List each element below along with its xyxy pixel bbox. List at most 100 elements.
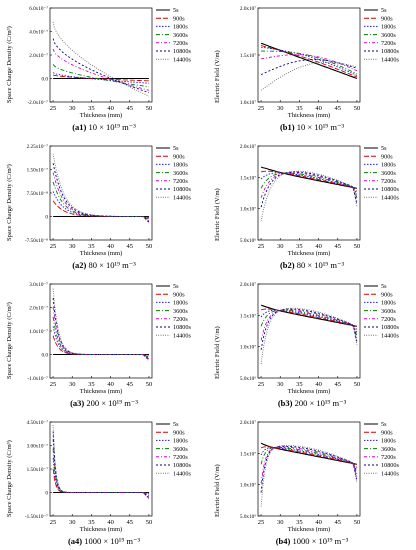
- panel-caption-id: (a3): [70, 398, 85, 408]
- plot-frame: [49, 283, 153, 379]
- y-tick-label: 2.0x10⁻⁷: [29, 306, 48, 312]
- legend-label: 14400s: [173, 470, 191, 477]
- y-tick-label: 2.0x10⁷: [240, 420, 256, 426]
- legend-label: 1800s: [381, 24, 396, 31]
- y-tick-label: 5.0x10⁶: [240, 514, 256, 520]
- x-tick-label: 30: [69, 105, 76, 112]
- legend-label: 7200s: [381, 40, 396, 47]
- y-tick-label: 2.0x10⁷: [240, 144, 256, 150]
- series-line-10800s: [260, 308, 358, 350]
- x-tick-label: 40: [315, 243, 322, 250]
- x-tick-label: 45: [127, 381, 134, 388]
- series-line-1800s: [52, 72, 149, 84]
- series-line-7200s: [52, 172, 150, 222]
- x-tick-label: 45: [335, 105, 342, 112]
- x-tick-label: 35: [296, 519, 303, 526]
- x-axis-label: Thickness (mm): [287, 388, 331, 395]
- y-tick-label: 1.0x10⁷: [240, 483, 256, 489]
- x-tick-label: 25: [50, 105, 57, 112]
- legend-label: 1800s: [173, 438, 188, 445]
- panel-caption-text: 10 × 10¹⁹ m⁻³: [294, 122, 345, 132]
- series-line-1800s: [261, 46, 358, 76]
- x-tick-label: 25: [258, 381, 265, 388]
- legend-label: 10800s: [381, 462, 399, 469]
- series-line-1800s: [52, 191, 150, 220]
- y-tick-label: 1.50x10⁻⁷: [27, 467, 49, 473]
- y-tick-label: 0.0: [42, 353, 49, 359]
- legend-label: 10800s: [173, 48, 191, 55]
- legend-label: 900s: [173, 291, 185, 298]
- y-tick-label: 1.5x10⁷: [240, 451, 256, 457]
- series-line-14400s: [52, 153, 150, 224]
- x-tick-label: 40: [107, 381, 114, 388]
- series-line-3600s: [52, 316, 150, 359]
- series-line-3600s: [52, 64, 149, 88]
- x-tick-label: 35: [88, 381, 95, 388]
- series-line-14400s: [260, 307, 358, 364]
- y-tick-label: 1.5x10⁷: [240, 175, 256, 181]
- panel-a1: 25 30 35 40 45 50 -2.0x10⁻⁷ 0.0 2.0x10⁻⁷ 4.0x10⁻⁷…: [0, 0, 208, 136]
- panel-caption: (b2) 80 × 10¹⁹ m⁻³: [208, 260, 416, 271]
- series-line-7200s: [52, 48, 150, 91]
- x-tick-label: 30: [69, 243, 76, 250]
- series-line-14400s: [260, 170, 358, 222]
- panel-caption: (b4) 1000 × 10¹⁹ m⁻³: [208, 536, 416, 547]
- x-tick-label: 45: [335, 519, 342, 526]
- x-tick-label: 40: [315, 519, 322, 526]
- y-tick-label: 1.5x10⁷: [240, 53, 256, 59]
- x-tick-label: 50: [354, 519, 361, 526]
- panel-caption: (a4) 1000 × 10¹⁹ m⁻³: [0, 536, 208, 547]
- series-line-5s: [260, 442, 358, 465]
- y-tick-label: 4.50x10⁻⁷: [27, 420, 49, 426]
- plot-frame: [257, 283, 361, 379]
- series-line-3600s: [52, 448, 150, 497]
- series-line-3600s: [261, 50, 358, 75]
- x-tick-label: 25: [258, 105, 265, 112]
- x-tick-label: 40: [315, 105, 322, 112]
- x-tick-label: 35: [88, 243, 95, 250]
- legend-label: 900s: [381, 15, 393, 22]
- legend-label: 7200s: [173, 316, 188, 323]
- x-axis-label: Thickness (mm): [79, 526, 123, 533]
- x-tick-label: 35: [296, 381, 303, 388]
- chart-b4: 25 30 35 40 45 50 5.0x10⁶ 1.0x10⁷ 1.5x10⁷ 2.0x10⁷…: [240, 420, 400, 526]
- y-tick-label: 1.0x10⁷: [240, 345, 256, 351]
- panel-caption-text: 1000 × 10¹⁹ m⁻³: [290, 536, 349, 546]
- series-line-7200s: [52, 307, 150, 360]
- series-line-10800s: [52, 431, 150, 499]
- x-tick-label: 45: [335, 381, 342, 388]
- y-tick-label: 1.50x10⁻⁷: [27, 168, 49, 174]
- x-tick-label: 30: [277, 243, 284, 250]
- series-line-1800s: [52, 457, 150, 496]
- series-line-10800s: [260, 445, 358, 493]
- panel-caption-text: 200 × 10¹⁹ m⁻³: [84, 398, 138, 408]
- panel-caption: (b3) 200 × 10¹⁹ m⁻³: [208, 398, 416, 409]
- y-tick-label: 4.0x10⁻⁷: [29, 30, 48, 36]
- panel-caption: (a2) 80 × 10¹⁹ m⁻³: [0, 260, 208, 271]
- x-axis-label: Thickness (mm): [287, 526, 331, 533]
- series-line-10800s: [52, 163, 150, 223]
- x-tick-label: 35: [296, 105, 303, 112]
- chart-b3: 25 30 35 40 45 50 5.0x10⁶ 1.0x10⁷ 1.5x10⁷ 2.0x10⁷…: [240, 282, 400, 388]
- legend-label: 900s: [381, 291, 393, 298]
- x-tick-label: 30: [69, 519, 76, 526]
- x-tick-label: 40: [107, 243, 114, 250]
- legend-label: 5s: [381, 7, 387, 14]
- panel-caption-id: (a2): [72, 260, 87, 270]
- legend-label: 900s: [173, 153, 185, 160]
- legend-label: 14400s: [173, 56, 191, 63]
- series-line-10800s: [52, 298, 150, 361]
- y-tick-label: -1.0x10⁻⁷: [27, 376, 48, 382]
- y-axis-label: Space Charge Density (C/m³): [6, 164, 13, 241]
- x-tick-label: 30: [277, 519, 284, 526]
- legend-label: 1800s: [381, 438, 396, 445]
- legend-label: 14400s: [381, 194, 399, 201]
- panel-caption-id: (b2): [279, 260, 295, 270]
- x-tick-label: 35: [88, 519, 95, 526]
- y-axis-label: Electric Field (V/m): [214, 50, 221, 103]
- x-tick-label: 45: [127, 105, 134, 112]
- legend-label: 14400s: [173, 194, 191, 201]
- y-axis-label: Space Charge Density (C/m³): [6, 302, 13, 379]
- panel-caption: (b1) 10 × 10¹⁹ m⁻³: [208, 122, 416, 133]
- series-line-10800s: [260, 59, 358, 76]
